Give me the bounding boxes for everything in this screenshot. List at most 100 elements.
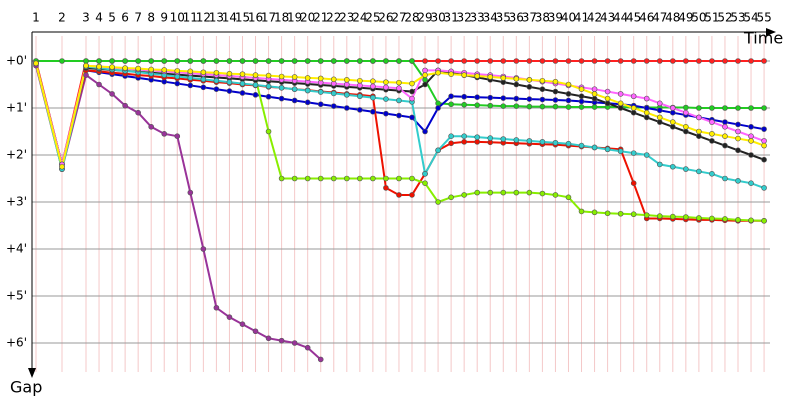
- point: [200, 58, 207, 64]
- x-tick-label: 12: [196, 11, 211, 25]
- point: [278, 73, 285, 80]
- point: [278, 95, 285, 102]
- x-tick-label: 54: [743, 11, 758, 25]
- point: [239, 90, 246, 96]
- point: [578, 58, 585, 64]
- point: [278, 58, 285, 64]
- point: [722, 119, 728, 125]
- series-lines: [33, 58, 767, 363]
- point: [226, 70, 233, 77]
- point: [461, 139, 467, 145]
- point: [604, 95, 611, 102]
- x-tick-label: 45: [626, 11, 641, 25]
- point: [83, 58, 89, 64]
- point: [396, 79, 402, 86]
- point: [748, 58, 754, 64]
- point: [330, 58, 337, 64]
- point: [370, 58, 376, 64]
- point: [669, 58, 676, 64]
- x-tick-label: 40: [561, 11, 576, 25]
- point: [383, 175, 389, 182]
- point: [396, 97, 402, 104]
- point: [722, 216, 728, 222]
- point: [513, 81, 520, 88]
- point: [174, 80, 181, 87]
- point: [109, 58, 115, 64]
- point: [304, 87, 311, 94]
- point: [213, 304, 220, 311]
- point: [265, 83, 272, 90]
- point: [539, 103, 546, 110]
- point: [696, 58, 702, 64]
- point: [578, 142, 585, 149]
- x-axis-label: Time: [743, 29, 783, 48]
- x-tick-label: 10: [170, 11, 185, 25]
- point: [396, 58, 402, 64]
- x-tick-label: 47: [652, 11, 667, 25]
- point: [539, 139, 546, 145]
- point: [383, 84, 389, 91]
- point: [252, 92, 259, 98]
- point: [630, 109, 637, 116]
- point: [552, 88, 559, 95]
- point: [722, 124, 728, 130]
- point: [343, 175, 350, 182]
- point: [487, 94, 494, 101]
- point: [122, 58, 128, 64]
- x-tick-label: 9: [160, 11, 168, 25]
- point: [565, 194, 572, 201]
- point: [722, 58, 728, 64]
- point: [135, 109, 141, 116]
- point: [448, 194, 454, 201]
- point: [500, 95, 507, 101]
- x-tick-label: 26: [378, 11, 393, 25]
- point: [630, 105, 637, 111]
- point: [461, 58, 467, 64]
- point: [200, 246, 207, 252]
- point: [683, 58, 689, 64]
- point: [448, 140, 454, 147]
- point: [343, 77, 350, 83]
- point: [630, 150, 637, 156]
- point: [617, 105, 624, 111]
- point: [643, 95, 650, 102]
- point: [409, 80, 415, 87]
- point: [513, 58, 520, 64]
- x-tick-label: 37: [522, 11, 537, 25]
- point: [422, 72, 428, 78]
- point: [643, 109, 650, 116]
- point: [213, 58, 220, 64]
- point: [200, 84, 207, 91]
- x-tick-label: 1: [32, 11, 40, 25]
- point: [578, 208, 585, 215]
- point: [565, 58, 572, 64]
- point: [409, 88, 415, 95]
- point: [200, 76, 207, 83]
- point: [578, 86, 585, 92]
- point: [683, 214, 689, 220]
- point: [630, 180, 637, 186]
- y-tick-label: +0': [6, 54, 27, 68]
- point: [409, 114, 415, 121]
- point: [513, 76, 520, 82]
- point: [591, 104, 598, 110]
- point: [696, 168, 702, 175]
- point: [683, 109, 689, 116]
- point: [291, 97, 298, 104]
- point: [643, 105, 650, 111]
- point: [435, 69, 441, 76]
- point: [291, 86, 298, 92]
- point: [422, 171, 428, 177]
- point: [630, 58, 637, 64]
- point: [591, 86, 598, 92]
- point: [448, 133, 454, 139]
- point: [213, 69, 220, 76]
- point: [474, 102, 481, 108]
- point: [591, 58, 598, 64]
- point: [709, 58, 715, 64]
- point: [696, 128, 702, 135]
- point: [317, 75, 324, 82]
- point: [448, 93, 454, 100]
- x-tick-label: 50: [691, 11, 706, 25]
- point: [539, 96, 546, 103]
